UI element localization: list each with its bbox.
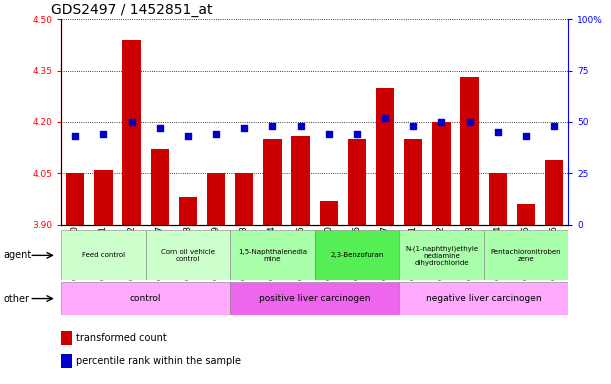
Point <box>296 123 306 129</box>
Bar <box>122 40 141 225</box>
Text: positive liver carcinogen: positive liver carcinogen <box>259 294 370 303</box>
Text: transformed count: transformed count <box>76 333 167 343</box>
Point <box>70 133 80 139</box>
Bar <box>399 230 484 280</box>
Point <box>436 119 446 125</box>
Bar <box>179 197 197 225</box>
Point <box>240 125 249 131</box>
Text: GDS2497 / 1452851_at: GDS2497 / 1452851_at <box>51 3 213 17</box>
Text: 2,3-Benzofuran: 2,3-Benzofuran <box>330 252 384 258</box>
Bar <box>145 230 230 280</box>
Bar <box>315 230 399 280</box>
Bar <box>230 230 315 280</box>
Bar <box>376 88 394 225</box>
Point <box>380 115 390 121</box>
Point <box>98 131 108 137</box>
Bar <box>291 136 310 225</box>
Text: negative liver carcinogen: negative liver carcinogen <box>426 294 541 303</box>
Bar <box>94 170 112 225</box>
Bar <box>263 139 282 225</box>
Text: agent: agent <box>3 250 31 260</box>
Bar <box>517 204 535 225</box>
Bar <box>207 173 225 225</box>
Point <box>352 131 362 137</box>
Point <box>324 131 334 137</box>
Text: percentile rank within the sample: percentile rank within the sample <box>76 356 241 366</box>
Text: N-(1-naphthyl)ethyle
nediamine
dihydrochloride: N-(1-naphthyl)ethyle nediamine dihydroch… <box>405 245 478 266</box>
Bar <box>230 282 399 315</box>
Bar <box>61 331 72 345</box>
Bar <box>433 122 450 225</box>
Text: control: control <box>130 294 161 303</box>
Bar <box>61 230 145 280</box>
Point <box>408 123 418 129</box>
Point <box>521 133 531 139</box>
Bar <box>404 139 422 225</box>
Bar <box>320 201 338 225</box>
Text: Pentachloronitroben
zene: Pentachloronitroben zene <box>491 249 562 262</box>
Bar <box>348 139 366 225</box>
Bar <box>61 282 230 315</box>
Point <box>549 123 559 129</box>
Text: 1,5-Naphthalenedia
mine: 1,5-Naphthalenedia mine <box>238 249 307 262</box>
Point <box>493 129 503 135</box>
Bar <box>545 160 563 225</box>
Bar <box>66 173 84 225</box>
Bar <box>61 354 72 368</box>
Point <box>465 119 475 125</box>
Bar <box>489 173 507 225</box>
Point <box>126 119 136 125</box>
Point <box>268 123 277 129</box>
Point <box>155 125 164 131</box>
Bar <box>399 282 568 315</box>
Point <box>211 131 221 137</box>
Text: Feed control: Feed control <box>82 252 125 258</box>
Bar <box>150 149 169 225</box>
Text: Corn oil vehicle
control: Corn oil vehicle control <box>161 249 215 262</box>
Point <box>183 133 193 139</box>
Bar <box>484 230 568 280</box>
Bar <box>235 173 254 225</box>
Text: other: other <box>3 293 29 304</box>
Bar <box>461 78 479 225</box>
